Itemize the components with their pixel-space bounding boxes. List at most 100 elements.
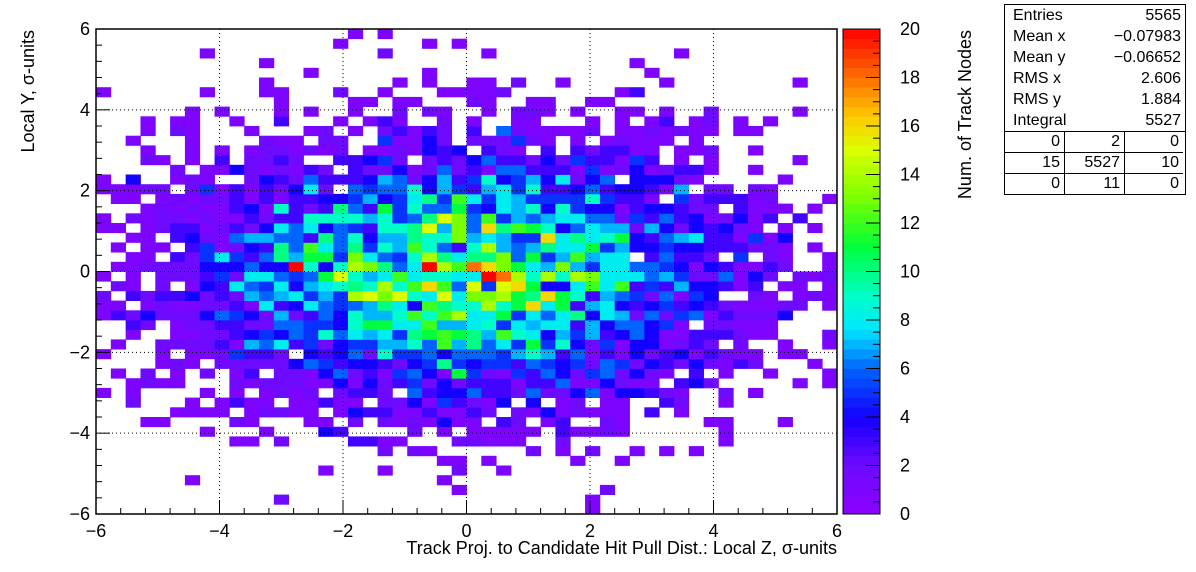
heatmap-cell [525, 174, 541, 185]
heatmap-cell [303, 223, 319, 234]
heatmap-cell [451, 242, 467, 253]
heatmap-cell [244, 349, 260, 360]
heatmap-cell [510, 281, 527, 292]
heatmap-cell [644, 290, 660, 301]
palette-swatch [843, 378, 880, 389]
heatmap-cell [273, 310, 290, 321]
heatmap-cell [570, 387, 586, 398]
heatmap-cell [525, 290, 541, 301]
heatmap-cell [229, 193, 245, 204]
heatmap-cell [422, 378, 438, 389]
heatmap-cell [673, 155, 690, 166]
heatmap-cell [703, 126, 719, 137]
heatmap-cell [333, 300, 349, 311]
heatmap-cell [451, 155, 467, 166]
heatmap-cell [392, 155, 408, 166]
heatmap-cell [629, 155, 645, 166]
heatmap-cell [762, 271, 779, 282]
heatmap-cell [585, 252, 601, 263]
heatmap-cell [422, 77, 438, 88]
heatmap-cell [762, 232, 779, 243]
heatmap-cell [614, 184, 630, 195]
heatmap-cell [673, 184, 690, 195]
heatmap-cell [259, 310, 275, 321]
heatmap-cell [333, 368, 349, 379]
heatmap-cell [259, 339, 275, 350]
heatmap-cell [422, 145, 438, 156]
heatmap-cell [555, 358, 571, 369]
heatmap-cell [510, 223, 527, 234]
heatmap-cell [140, 368, 156, 379]
heatmap-cell [229, 358, 245, 369]
heatmap-cell [748, 300, 764, 311]
heatmap-cell [629, 329, 645, 340]
overflow-cell: 0 [1170, 175, 1179, 192]
heatmap-cell [673, 300, 690, 311]
heatmap-cell [347, 339, 364, 350]
heatmap-cell [585, 242, 601, 253]
heatmap-cell [436, 135, 453, 146]
heatmap-cell [333, 281, 349, 292]
heatmap-cell [407, 349, 423, 360]
heatmap-cell [540, 96, 556, 107]
heatmap-cell [229, 329, 245, 340]
heatmap-cell [362, 368, 378, 379]
heatmap-cell [822, 290, 838, 301]
heatmap-cell [259, 261, 275, 272]
heatmap-cell [184, 320, 201, 331]
heatmap-cell [273, 358, 290, 369]
heatmap-cell [170, 193, 186, 204]
y-axis: −6 −4 −2 0 2 4 6 [69, 19, 110, 524]
heatmap-cell [392, 145, 408, 156]
heatmap-cell [777, 203, 793, 214]
heatmap-cell [392, 339, 408, 350]
heatmap-cell [703, 271, 719, 282]
heatmap-cell [792, 213, 808, 224]
heatmap-cell [318, 281, 334, 292]
heatmap-cell [333, 155, 349, 166]
heatmap-cell [762, 290, 779, 301]
heatmap-cell [585, 504, 601, 515]
heatmap-cell [318, 184, 334, 195]
heatmap-cell [540, 184, 556, 195]
heatmap-cell [540, 329, 556, 340]
heatmap-cell [184, 252, 201, 263]
heatmap-cell [451, 320, 467, 331]
heatmap-cell [451, 368, 467, 379]
heatmap-cell [688, 193, 705, 204]
heatmap-cell [392, 116, 408, 127]
heatmap-cell [362, 290, 378, 301]
heatmap-cell [644, 126, 660, 137]
heatmap-cell [318, 126, 334, 137]
heatmap-cell [214, 223, 230, 234]
heatmap-cell [688, 174, 705, 185]
heatmap-cell [688, 116, 705, 127]
heatmap-cell [570, 378, 586, 389]
heatmap-cell [525, 96, 541, 107]
heatmap-cell [303, 320, 319, 331]
heatmap-cell [303, 106, 319, 117]
heatmap-cell [303, 67, 319, 78]
heatmap-cell [673, 126, 690, 137]
heatmap-cell [659, 242, 675, 253]
heatmap-cell [140, 203, 156, 214]
heatmap-cell [422, 223, 438, 234]
heatmap-cell [422, 281, 438, 292]
heatmap-cell [481, 320, 497, 331]
heatmap-cell [436, 87, 453, 98]
heatmap-cell [407, 378, 423, 389]
heatmap-cell [392, 77, 408, 88]
heatmap-cell [570, 145, 586, 156]
heatmap-cell [392, 106, 408, 117]
heatmap-cell [362, 349, 378, 360]
heatmap-cell [481, 349, 497, 360]
heatmap-cell [259, 232, 275, 243]
heatmap-cell [510, 135, 527, 146]
heatmap-cell [451, 436, 467, 447]
heatmap-cell [644, 320, 660, 331]
heatmap-cell [244, 145, 260, 156]
heatmap-cell [673, 290, 690, 301]
heatmap-cell [525, 106, 541, 117]
heatmap-cell [466, 96, 482, 107]
heatmap-cell [481, 203, 497, 214]
